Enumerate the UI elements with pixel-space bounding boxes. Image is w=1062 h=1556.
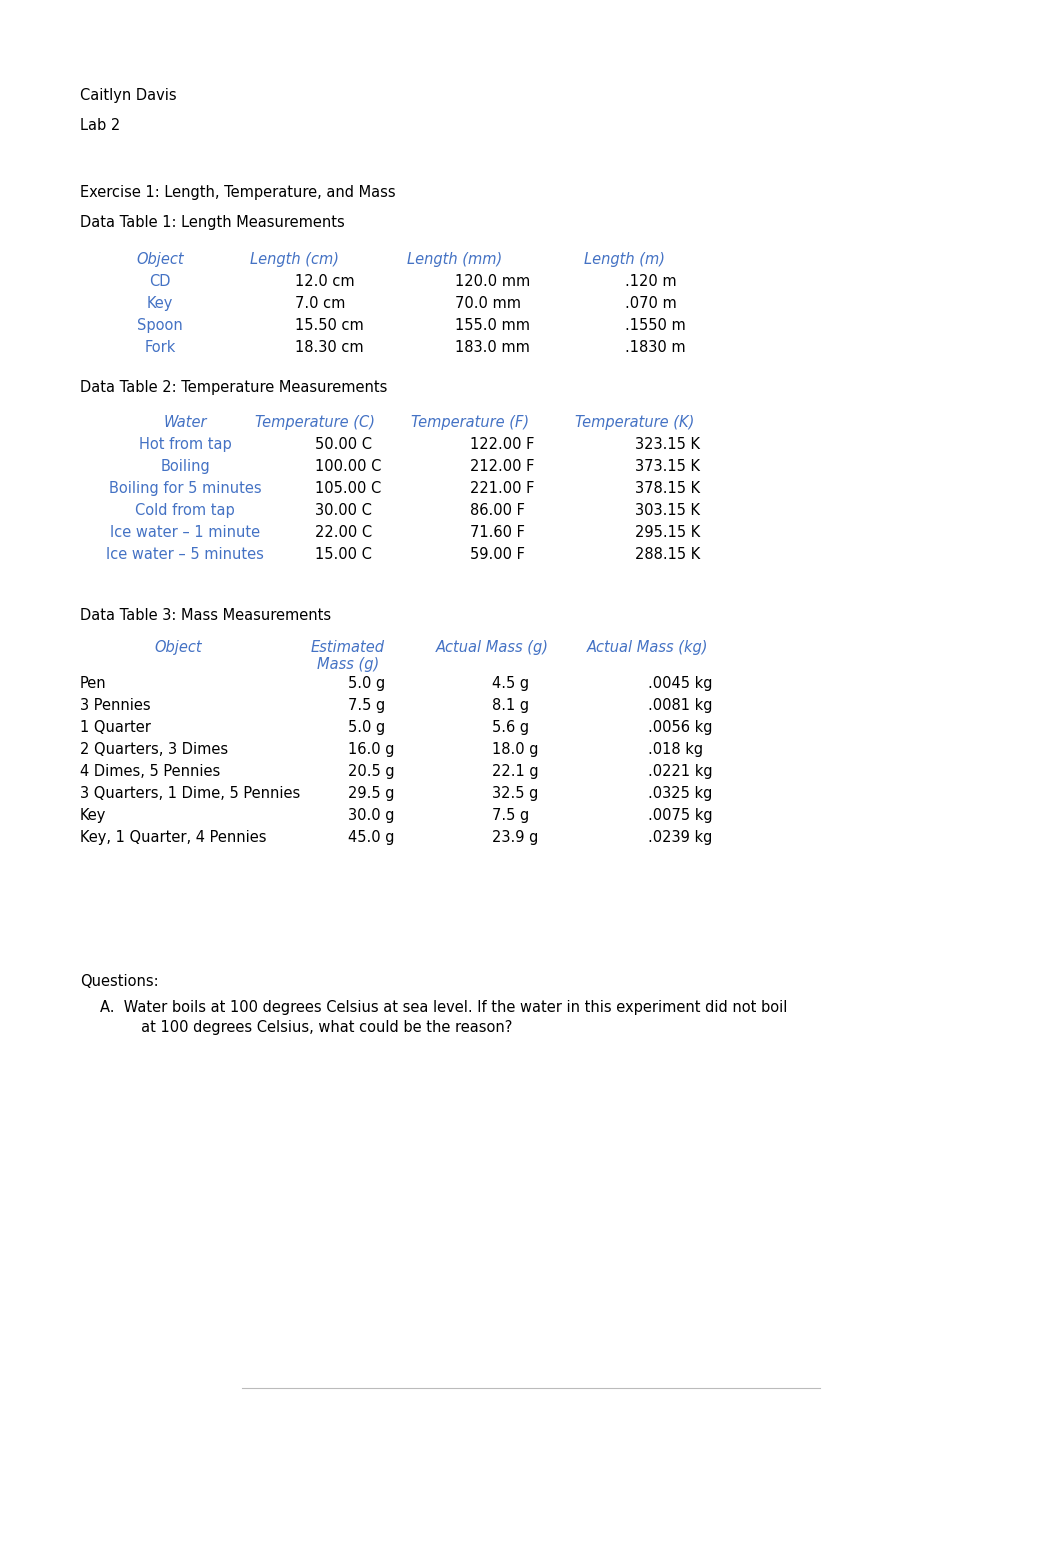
Text: 221.00 F: 221.00 F [470,481,534,496]
Text: .018 kg: .018 kg [648,742,703,758]
Text: 45.0 g: 45.0 g [348,829,394,845]
Text: 22.00 C: 22.00 C [315,524,372,540]
Text: 20.5 g: 20.5 g [348,764,395,780]
Text: Temperature (C): Temperature (C) [255,415,375,429]
Text: Length (m): Length (m) [584,252,666,268]
Text: 323.15 K: 323.15 K [635,437,700,451]
Text: Length (mm): Length (mm) [408,252,502,268]
Text: Key: Key [80,808,106,823]
Text: 23.9 g: 23.9 g [492,829,538,845]
Text: 288.15 K: 288.15 K [635,548,700,562]
Text: Pen: Pen [80,675,106,691]
Text: A.  Water boils at 100 degrees Celsius at sea level. If the water in this experi: A. Water boils at 100 degrees Celsius at… [100,1001,787,1015]
Text: 18.0 g: 18.0 g [492,742,538,758]
Text: 16.0 g: 16.0 g [348,742,394,758]
Text: Data Table 3: Mass Measurements: Data Table 3: Mass Measurements [80,608,331,622]
Text: 5.0 g: 5.0 g [348,720,386,734]
Text: 5.6 g: 5.6 g [492,720,529,734]
Text: 378.15 K: 378.15 K [635,481,700,496]
Text: Length (cm): Length (cm) [251,252,340,268]
Text: Temperature (F): Temperature (F) [411,415,529,429]
Text: 5.0 g: 5.0 g [348,675,386,691]
Text: 4 Dimes, 5 Pennies: 4 Dimes, 5 Pennies [80,764,220,780]
Text: 59.00 F: 59.00 F [470,548,525,562]
Text: 155.0 mm: 155.0 mm [455,317,530,333]
Text: Cold from tap: Cold from tap [135,503,235,518]
Text: 373.15 K: 373.15 K [635,459,700,475]
Text: .0045 kg: .0045 kg [648,675,713,691]
Text: 70.0 mm: 70.0 mm [455,296,521,311]
Text: 18.30 cm: 18.30 cm [295,341,363,355]
Text: Actual Mass (kg): Actual Mass (kg) [587,640,708,655]
Text: 86.00 F: 86.00 F [470,503,525,518]
Text: 105.00 C: 105.00 C [315,481,381,496]
Text: 303.15 K: 303.15 K [635,503,700,518]
Text: Caitlyn Davis: Caitlyn Davis [80,89,176,103]
Text: Fork: Fork [144,341,175,355]
Text: Water: Water [164,415,207,429]
Text: 29.5 g: 29.5 g [348,786,394,801]
Text: 122.00 F: 122.00 F [470,437,534,451]
Text: CD: CD [150,274,171,289]
Text: 7.5 g: 7.5 g [348,699,386,713]
Text: Lab 2: Lab 2 [80,118,120,132]
Text: 100.00 C: 100.00 C [315,459,381,475]
Text: .1830 m: .1830 m [626,341,686,355]
Text: .070 m: .070 m [626,296,676,311]
Text: .0081 kg: .0081 kg [648,699,713,713]
Text: 50.00 C: 50.00 C [315,437,372,451]
Text: 212.00 F: 212.00 F [470,459,534,475]
Text: 7.5 g: 7.5 g [492,808,529,823]
Text: 120.0 mm: 120.0 mm [455,274,530,289]
Text: 71.60 F: 71.60 F [470,524,525,540]
Text: 8.1 g: 8.1 g [492,699,529,713]
Text: Data Table 1: Length Measurements: Data Table 1: Length Measurements [80,215,345,230]
Text: .0056 kg: .0056 kg [648,720,713,734]
Text: 32.5 g: 32.5 g [492,786,538,801]
Text: Temperature (K): Temperature (K) [576,415,695,429]
Text: 3 Pennies: 3 Pennies [80,699,151,713]
Text: Boiling for 5 minutes: Boiling for 5 minutes [108,481,261,496]
Text: Spoon: Spoon [137,317,183,333]
Text: Boiling: Boiling [160,459,210,475]
Text: Exercise 1: Length, Temperature, and Mass: Exercise 1: Length, Temperature, and Mas… [80,185,396,201]
Text: Ice water – 5 minutes: Ice water – 5 minutes [106,548,264,562]
Text: 295.15 K: 295.15 K [635,524,700,540]
Text: .0221 kg: .0221 kg [648,764,713,780]
Text: Hot from tap: Hot from tap [139,437,232,451]
Text: Mass (g): Mass (g) [316,657,379,672]
Text: Object: Object [154,640,202,655]
Text: Questions:: Questions: [80,974,158,990]
Text: 15.00 C: 15.00 C [315,548,372,562]
Text: 4.5 g: 4.5 g [492,675,529,691]
Text: 1 Quarter: 1 Quarter [80,720,151,734]
Text: Key: Key [147,296,173,311]
Text: 22.1 g: 22.1 g [492,764,538,780]
Text: .0325 kg: .0325 kg [648,786,713,801]
Text: 3 Quarters, 1 Dime, 5 Pennies: 3 Quarters, 1 Dime, 5 Pennies [80,786,301,801]
Text: 7.0 cm: 7.0 cm [295,296,345,311]
Text: 15.50 cm: 15.50 cm [295,317,364,333]
Text: Actual Mass (g): Actual Mass (g) [435,640,548,655]
Text: Estimated: Estimated [311,640,386,655]
Text: Data Table 2: Temperature Measurements: Data Table 2: Temperature Measurements [80,380,388,395]
Text: .120 m: .120 m [626,274,676,289]
Text: 30.00 C: 30.00 C [315,503,372,518]
Text: .0239 kg: .0239 kg [648,829,713,845]
Text: 2 Quarters, 3 Dimes: 2 Quarters, 3 Dimes [80,742,228,758]
Text: Object: Object [136,252,184,268]
Text: Key, 1 Quarter, 4 Pennies: Key, 1 Quarter, 4 Pennies [80,829,267,845]
Text: Ice water – 1 minute: Ice water – 1 minute [110,524,260,540]
Text: .1550 m: .1550 m [626,317,686,333]
Text: 30.0 g: 30.0 g [348,808,394,823]
Text: 183.0 mm: 183.0 mm [455,341,530,355]
Text: at 100 degrees Celsius, what could be the reason?: at 100 degrees Celsius, what could be th… [118,1021,512,1035]
Text: 12.0 cm: 12.0 cm [295,274,355,289]
Text: .0075 kg: .0075 kg [648,808,713,823]
